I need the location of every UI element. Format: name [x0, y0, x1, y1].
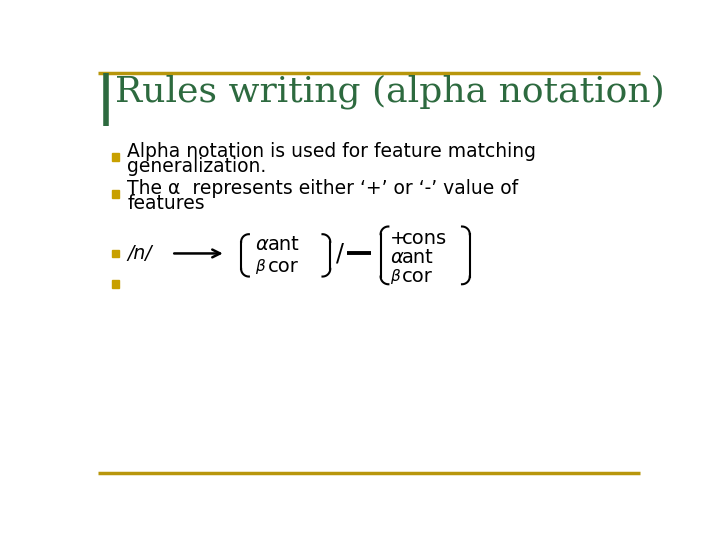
Text: $\beta$: $\beta$	[390, 267, 401, 286]
Text: cons: cons	[402, 228, 447, 247]
Text: generalization.: generalization.	[127, 157, 266, 176]
Bar	[112, 190, 120, 198]
Bar	[112, 153, 120, 161]
Text: /n/: /n/	[127, 244, 152, 263]
Text: cor: cor	[402, 267, 433, 286]
Text: $\alpha$: $\alpha$	[255, 235, 270, 254]
Text: features: features	[127, 194, 204, 213]
Text: /: /	[336, 241, 344, 266]
Text: +: +	[390, 228, 406, 247]
Text: The α  represents either ‘+’ or ‘-’ value of: The α represents either ‘+’ or ‘-’ value…	[127, 179, 518, 198]
Text: Rules writing (alpha notation): Rules writing (alpha notation)	[114, 75, 665, 109]
Text: cor: cor	[269, 257, 299, 276]
Text: ant: ant	[269, 235, 300, 254]
Text: $\alpha$: $\alpha$	[390, 248, 405, 267]
Text: ant: ant	[402, 248, 434, 267]
Bar	[112, 249, 120, 257]
Bar	[112, 280, 120, 288]
Text: Alpha notation is used for feature matching: Alpha notation is used for feature match…	[127, 141, 536, 160]
Text: $\beta$: $\beta$	[255, 257, 266, 276]
